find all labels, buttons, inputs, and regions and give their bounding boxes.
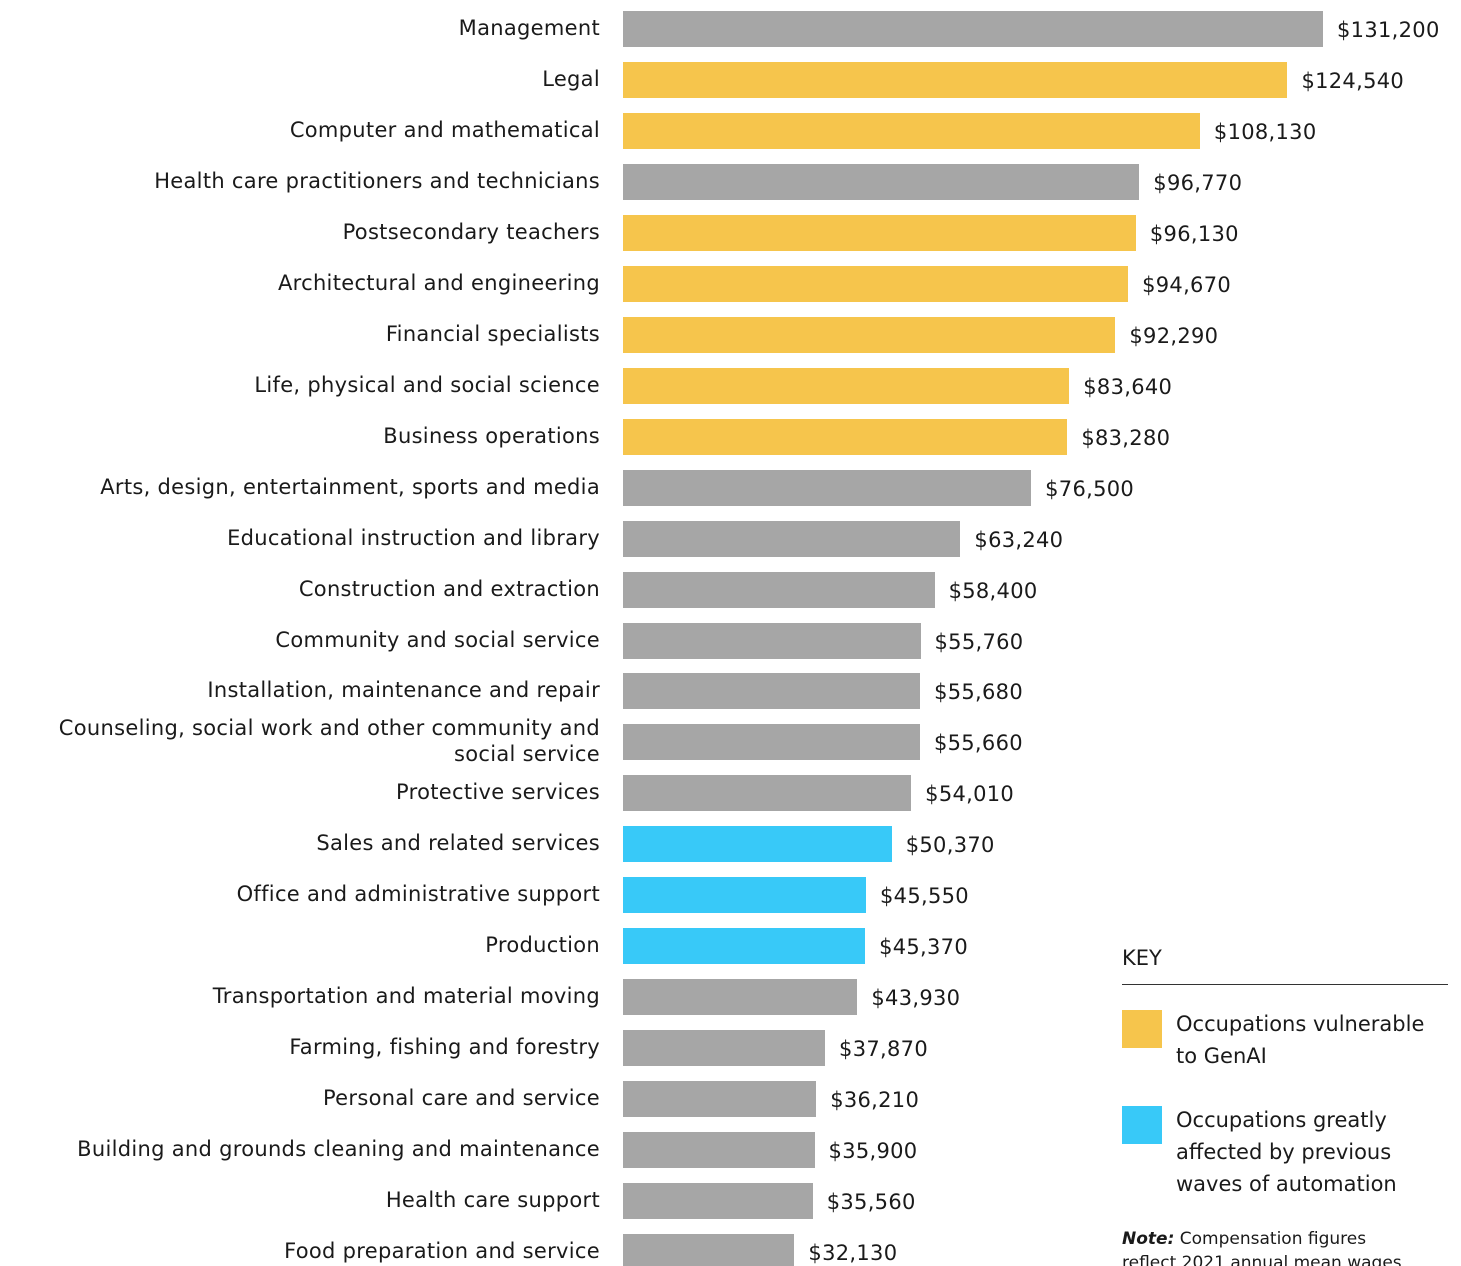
- value-label: $35,560: [826, 1190, 916, 1215]
- category-label: Educational instruction and library: [227, 525, 600, 550]
- category-label: Construction and extraction: [298, 576, 600, 601]
- value-label: $76,500: [1045, 476, 1135, 501]
- bar: [623, 418, 1068, 455]
- value-label: $32,130: [808, 1241, 898, 1266]
- category-label: Financial specialists: [385, 321, 600, 346]
- category-label: Farming, fishing and forestry: [289, 1035, 600, 1060]
- bar: [623, 1183, 813, 1220]
- value-label: $96,770: [1153, 170, 1243, 195]
- category-label: Business operations: [383, 423, 600, 448]
- bar: [623, 163, 1140, 200]
- category-label: Installation, maintenance and repair: [207, 678, 600, 703]
- category-label: Management: [458, 16, 600, 40]
- bar: [623, 979, 858, 1016]
- bar: [623, 775, 912, 812]
- value-label: $55,660: [933, 731, 1023, 756]
- note: Note: Compensation figures reflect 2021 …: [1122, 1227, 1422, 1266]
- value-label: $63,240: [974, 527, 1064, 552]
- value-label: $96,130: [1149, 221, 1239, 246]
- bar: [623, 469, 1032, 506]
- legend-title: KEY: [1122, 946, 1162, 970]
- legend-label: Occupations vulnerable to GenAI: [1176, 1012, 1425, 1068]
- value-label: $43,930: [871, 986, 961, 1011]
- bar: [623, 724, 920, 761]
- legend-label: Occupations greatly affected by previous…: [1176, 1108, 1397, 1196]
- value-label: $92,290: [1129, 323, 1219, 348]
- bar: [623, 1081, 817, 1118]
- category-label: Health care practitioners and technician…: [154, 168, 600, 193]
- value-label: $131,200: [1337, 18, 1440, 42]
- value-label: $108,130: [1213, 119, 1317, 144]
- legend-rule: [1122, 984, 1448, 985]
- value-label: $55,760: [934, 629, 1024, 654]
- bar: [623, 214, 1136, 251]
- bar: [623, 826, 892, 863]
- bar: [623, 1234, 795, 1266]
- value-label: $124,540: [1301, 68, 1405, 93]
- bar: [623, 61, 1288, 98]
- category-label: Counseling, social work and other commun…: [58, 716, 600, 767]
- bar: [623, 11, 1323, 47]
- legend-swatch: [1122, 1010, 1162, 1048]
- value-label: $36,210: [830, 1088, 920, 1113]
- value-label: $50,370: [905, 833, 995, 858]
- category-label: Personal care and service: [322, 1086, 600, 1111]
- category-label: Health care support: [385, 1188, 600, 1213]
- value-label: $58,400: [948, 578, 1038, 603]
- category-label: Protective services: [396, 780, 600, 805]
- bar: [623, 622, 921, 659]
- category-label: Sales and related services: [316, 831, 600, 856]
- bar: [623, 1030, 826, 1067]
- value-label: $45,550: [880, 884, 969, 909]
- category-label: Arts, design, entertainment, sports and …: [100, 474, 600, 499]
- category-label: Building and grounds cleaning and mainte…: [77, 1137, 600, 1162]
- bar: [623, 928, 866, 965]
- legend-swatch: [1122, 1106, 1162, 1144]
- value-label: $83,640: [1083, 374, 1173, 399]
- note-label: Note:: [1122, 1229, 1175, 1249]
- value-label: $83,280: [1081, 425, 1171, 450]
- category-label: Office and administrative support: [236, 882, 600, 907]
- value-label: $94,670: [1142, 272, 1232, 297]
- category-label: Community and social service: [275, 627, 600, 652]
- category-label: Life, physical and social science: [254, 372, 600, 397]
- category-label: Legal: [542, 66, 600, 91]
- category-label: Postsecondary teachers: [342, 219, 600, 244]
- value-label: $35,900: [828, 1139, 918, 1164]
- bar: [623, 877, 867, 914]
- bar: [623, 520, 961, 557]
- bar: [623, 265, 1129, 302]
- category-label: Transportation and material moving: [212, 984, 600, 1009]
- category-label: Food preparation and service: [284, 1239, 600, 1264]
- value-label: $54,010: [925, 782, 1015, 807]
- value-label: $37,870: [839, 1037, 928, 1062]
- category-label: Computer and mathematical: [289, 117, 600, 142]
- bar: [623, 112, 1200, 149]
- value-label: $45,370: [879, 935, 969, 960]
- note-text: Compensation figures reflect 2021 annual…: [1122, 1229, 1402, 1266]
- category-label: Production: [485, 933, 600, 958]
- bar: [623, 367, 1070, 404]
- bar: [623, 673, 921, 710]
- bar: [623, 316, 1116, 353]
- category-label: Architectural and engineering: [277, 270, 600, 295]
- bar: [623, 1132, 815, 1169]
- value-label: $55,680: [934, 680, 1024, 705]
- bar: [623, 571, 935, 608]
